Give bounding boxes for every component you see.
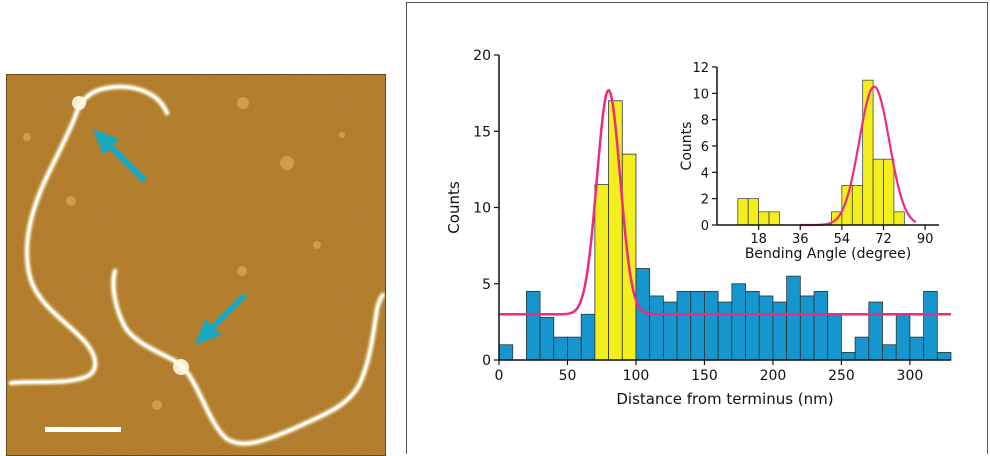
histogram-bar [676,290,692,361]
histogram-bar [580,313,596,361]
histogram-bar [539,316,555,361]
y-axis-label: Counts [445,181,463,234]
y-tick-label: 10 [692,87,709,102]
afm-image [6,74,386,456]
histogram-bar [621,153,637,361]
histogram-bar [883,158,895,226]
histogram-bar [854,336,870,361]
y-tick-label: 2 [701,193,709,208]
histogram-bar [567,336,582,361]
scale-bar [45,427,121,432]
x-tick-label: 150 [691,368,718,384]
histogram-bar [923,290,938,361]
y-tick-label: 12 [692,61,709,76]
histogram-bar [717,301,733,361]
x-tick-label: 90 [917,232,934,247]
histogram-bar [893,211,905,226]
histogram-bar [758,295,774,361]
histogram-bar [704,290,719,361]
arrow-icon [93,129,148,184]
histogram-bar [882,344,897,361]
histogram-bar [758,211,770,226]
arrow-icon [195,292,248,345]
histogram-bar [799,295,815,361]
histogram-bar [936,351,952,361]
y-tick-label: 0 [482,353,491,369]
y-tick-label: 15 [473,124,491,140]
kink-spot [72,96,86,110]
histogram-bar [813,290,829,361]
histogram-bar [594,184,609,361]
y-tick-label: 20 [473,48,491,64]
afm-texture [7,75,385,455]
x-tick-label: 72 [875,232,892,247]
dna-core [9,85,385,445]
x-tick-label: 250 [828,368,855,384]
histogram-bar [525,290,541,361]
histogram-bar [690,290,705,361]
histogram-bar [841,351,856,361]
x-tick-label: 0 [495,368,504,384]
chart-panel: 0 50 100 150 200 250 300 0 5 10 15 20 Distance from … [406,2,988,454]
histogram-bar [747,198,759,226]
y-tick-label: 5 [482,277,491,293]
x-tick-label: 54 [834,232,851,247]
x-tick-label: 100 [623,368,650,384]
histogram-bar [768,211,780,226]
kink-spot [173,359,189,375]
x-tick-label: 36 [792,232,809,247]
histogram-bar [786,275,801,361]
y-tick-label: 0 [701,219,709,234]
x-tick-label: 50 [559,368,577,384]
histogram-bar [553,336,568,361]
histogram-bar [608,100,623,361]
histogram-bar [498,344,514,361]
histogram-bar [737,198,749,226]
gaussian-fit-line [499,88,951,316]
histogram-bar [649,295,664,361]
histogram-bar [731,283,746,361]
histogram-bar [909,336,925,361]
y-axis-label: Counts [679,122,695,171]
histogram-bar [827,313,842,361]
histogram-bar [662,301,678,361]
x-tick-label: 200 [760,368,787,384]
x-tick-label: 300 [897,368,924,384]
x-axis-label: Bending Angle (degree) [745,246,911,262]
y-tick-label: 8 [701,114,709,129]
y-tick-label: 4 [701,166,709,181]
histogram-bar [895,313,911,361]
histogram-bar [772,301,788,361]
y-tick-label: 6 [701,140,709,155]
x-axis-label: Distance from terminus (nm) [616,390,833,408]
inset-histogram: 18 36 54 72 90 0 2 4 6 8 10 12 Bending Angle (degree… [679,61,939,262]
histogram-bar [745,290,760,361]
y-tick-label: 10 [473,201,491,217]
background-particles [23,97,345,410]
histogram-bar [868,301,883,361]
histogram-bar [872,158,884,226]
x-tick-label: 18 [750,232,767,247]
histogram-bar [851,185,864,226]
